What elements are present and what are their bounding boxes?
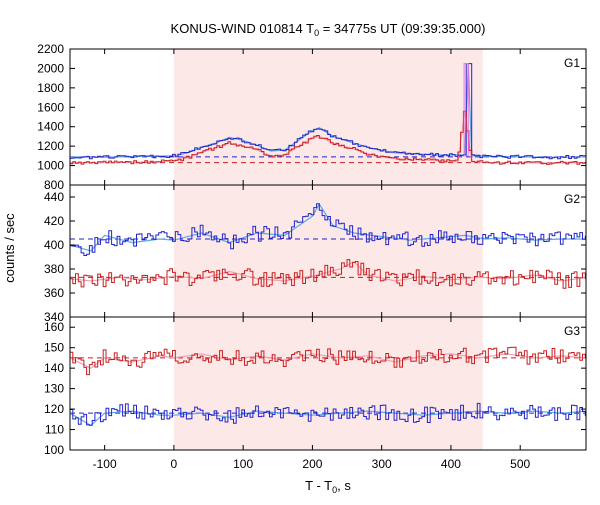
panel-G1-y-tick-label: 1400: [37, 120, 64, 134]
panel-G1-y-tick-label: 1800: [37, 81, 64, 95]
panel-G3-y-tick-label: 160: [44, 320, 64, 334]
x-tick-label: -100: [93, 457, 117, 471]
panel-G3-label: G3: [564, 324, 580, 338]
panel-G2-series-blue: [70, 203, 586, 256]
x-tick-label: 0: [171, 457, 178, 471]
panel-G3-series-red: [70, 346, 586, 376]
x-tick-label: 200: [302, 457, 322, 471]
chart-title-prefix: KONUS-WIND 010814 T: [171, 21, 315, 36]
y-axis-label: counts / sec: [2, 213, 17, 283]
highlight-layer: [173, 49, 483, 450]
chart-title-subscript: 0: [314, 28, 319, 38]
panel-G3-y-tick-label: 150: [44, 341, 64, 355]
panel-G1-series-red: [70, 110, 586, 165]
x-tick-label: 500: [510, 457, 530, 471]
panel-G3-series-blue: [70, 402, 586, 426]
axis-layer: G18001000120014001600180020002200G234036…: [37, 42, 586, 471]
panel-G2-series-red: [70, 259, 586, 289]
frame-layer: [69, 48, 587, 451]
x-axis-label-suffix: , s: [337, 478, 351, 493]
panel-G2-y-tick-label: 420: [44, 214, 64, 228]
x-axis-label-prefix: T - T: [305, 478, 332, 493]
panel-G2-y-tick-label: 360: [44, 286, 64, 300]
panel-G2-y-tick-label: 340: [44, 310, 64, 324]
panel-G3-y-tick-label: 120: [44, 402, 64, 416]
chart-title-suffix: = 34775s UT (09:39:35.000): [319, 21, 485, 36]
panel-G2-y-tick-label: 440: [44, 190, 64, 204]
chart-title: KONUS-WIND 010814 T0 = 34775s UT (09:39:…: [171, 21, 486, 38]
highlight-interval: [173, 49, 483, 450]
panel-G1-y-tick-label: 1200: [37, 139, 64, 153]
x-tick-label: 400: [441, 457, 461, 471]
panel-G1-y-tick-label: 800: [44, 178, 64, 192]
x-axis-label-subscript: 0: [332, 485, 337, 495]
panel-G1-y-tick-label: 1600: [37, 100, 64, 114]
x-axis-label: T - T0, s: [305, 478, 351, 495]
panel-G3-y-tick-label: 130: [44, 382, 64, 396]
panel-G1-y-tick-label: 2000: [37, 61, 64, 75]
panel-G1-y-tick-label: 1000: [37, 159, 64, 173]
panel-G3-y-tick-label: 140: [44, 361, 64, 375]
panel-G3-y-tick-label: 110: [45, 423, 64, 437]
panel-G1-label: G1: [564, 56, 580, 70]
panel-G2-y-tick-label: 400: [44, 238, 64, 252]
panel-G3-y-tick-label: 100: [44, 443, 64, 457]
x-tick-label: 100: [233, 457, 253, 471]
panel-G2-label: G2: [564, 192, 580, 206]
series-layer: [69, 63, 587, 427]
panel-G1-spike-marker: [463, 63, 469, 157]
panel-G3-frame: [69, 316, 587, 451]
panel-G1-y-tick-label: 2200: [37, 42, 64, 56]
panel-G1-series-blue: [70, 63, 586, 160]
x-tick-label: 300: [372, 457, 392, 471]
panel-G2-y-tick-label: 380: [44, 262, 64, 276]
